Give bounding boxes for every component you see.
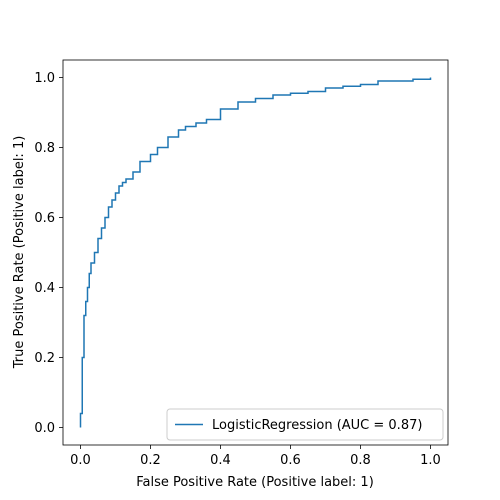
series-line-0 [79,77,432,428]
y-axis-label: True Positive Rate (Positive label: 1) [12,136,27,370]
y-tick-label: 1.0 [34,71,55,86]
y-tick-label: 0.2 [34,351,55,366]
x-tick-label: 0.4 [210,453,231,468]
x-tick-label: 0.0 [70,453,91,468]
legend-entry-label: LogisticRegression (AUC = 0.87) [212,418,422,433]
axes-frame [62,59,449,446]
legend: LogisticRegression (AUC = 0.87) [166,408,444,441]
y-tick-label: 0.0 [34,421,55,436]
x-tick-label: 0.2 [140,453,161,468]
x-axis-label: False Positive Rate (Positive label: 1) [136,475,374,490]
x-tick-label: 0.8 [350,453,371,468]
axis-ticks: 0.0 0.2 0.4 0.6 0.8 1.0 0.0 0.2 0.4 0.6 0.8 1.0 [34,71,441,468]
y-tick-label: 0.8 [34,141,55,156]
legend-box [166,408,444,441]
x-tick-label: 1.0 [420,453,441,468]
x-tick-label: 0.6 [280,453,301,468]
plot-area [62,59,449,446]
y-tick-label: 0.4 [34,281,55,296]
y-tick-label: 0.6 [34,211,55,226]
